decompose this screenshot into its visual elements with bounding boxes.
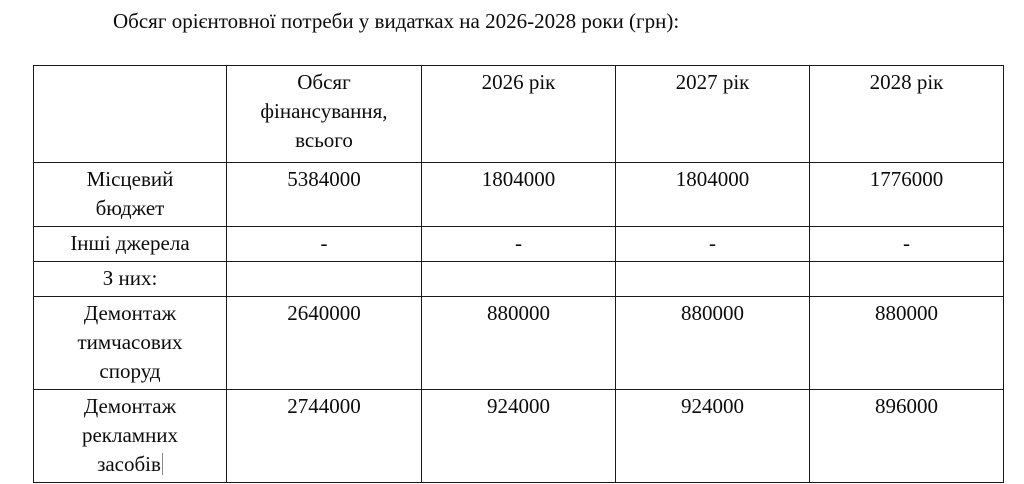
budget-expenditure-table: Обсяг фінансування, всього 2026 рік 2027… [33, 65, 1004, 483]
cell-2026: 1804000 [421, 162, 616, 227]
table-row: Місцевий бюджет 5384000 1804000 1804000 … [33, 162, 1004, 227]
row-label-line-1: Демонтаж [83, 394, 177, 418]
row-label-other-sources: Інші джерела [33, 226, 227, 262]
row-label-local-budget: Місцевий бюджет [33, 162, 227, 227]
cell-2028: - [809, 226, 1004, 262]
cell-2026: - [421, 226, 616, 262]
header-total-line-2: фінансування, [260, 99, 388, 123]
cell-2026 [421, 261, 616, 297]
header-cell-total: Обсяг фінансування, всього [226, 65, 422, 163]
header-cell-2027: 2027 рік [615, 65, 810, 163]
row-label-line-3-text: засобів [97, 452, 161, 476]
cell-2028: 880000 [809, 296, 1004, 390]
cell-total: 2744000 [226, 389, 422, 483]
cell-total: 5384000 [226, 162, 422, 227]
table-row: З них: [33, 261, 1004, 297]
header-total-line-3: всього [295, 128, 353, 152]
row-label-advertising-means-dismantling[interactable]: Демонтаж рекламних засобів [33, 389, 227, 483]
cell-2027 [615, 261, 810, 297]
cell-2026: 880000 [421, 296, 616, 390]
table-header-row: Обсяг фінансування, всього 2026 рік 2027… [33, 65, 1004, 163]
row-label-line-2: бюджет [95, 196, 165, 220]
cell-2027: - [615, 226, 810, 262]
header-cell-2028: 2028 рік [809, 65, 1004, 163]
header-total-line-1: Обсяг [297, 70, 351, 94]
header-cell-2026: 2026 рік [421, 65, 616, 163]
row-label-line-1: Демонтаж [83, 301, 177, 325]
cell-total [226, 261, 422, 297]
cell-2027: 924000 [615, 389, 810, 483]
row-label-temporary-structures-dismantling: Демонтаж тимчасових споруд [33, 296, 227, 390]
row-label-line-2: тимчасових [77, 330, 183, 354]
cell-2028 [809, 261, 1004, 297]
cell-2028: 1776000 [809, 162, 1004, 227]
page-title: Обсяг орієнтовної потреби у видатках на … [113, 9, 680, 33]
row-label-line-3: споруд [99, 359, 161, 383]
row-label-of-which: З них: [33, 261, 227, 297]
text-cursor-caret [161, 453, 163, 475]
cell-total: 2640000 [226, 296, 422, 390]
cell-total: - [226, 226, 422, 262]
table-row: Демонтаж тимчасових споруд 2640000 88000… [33, 296, 1004, 390]
cell-2027: 1804000 [615, 162, 810, 227]
cell-2027: 880000 [615, 296, 810, 390]
cell-2028: 896000 [809, 389, 1004, 483]
cell-2026: 924000 [421, 389, 616, 483]
table-row: Демонтаж рекламних засобів 2744000 92400… [33, 389, 1004, 483]
row-label-line-2: рекламних [81, 423, 179, 447]
header-cell-empty [33, 65, 227, 163]
row-label-line-1: Місцевий [86, 167, 174, 191]
row-label-line-3: засобів [38, 450, 222, 479]
table-row: Інші джерела - - - - [33, 226, 1004, 262]
